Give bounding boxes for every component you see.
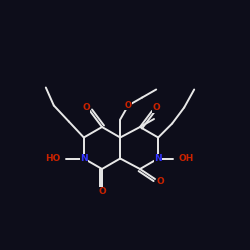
Text: N: N bbox=[154, 154, 162, 163]
Text: N: N bbox=[80, 154, 88, 163]
Text: OH: OH bbox=[178, 154, 194, 163]
Text: HO: HO bbox=[46, 154, 61, 163]
Text: O: O bbox=[152, 104, 160, 112]
Text: O: O bbox=[82, 104, 90, 112]
Text: O: O bbox=[156, 178, 164, 186]
Text: O: O bbox=[98, 188, 106, 196]
Text: O: O bbox=[125, 101, 132, 110]
